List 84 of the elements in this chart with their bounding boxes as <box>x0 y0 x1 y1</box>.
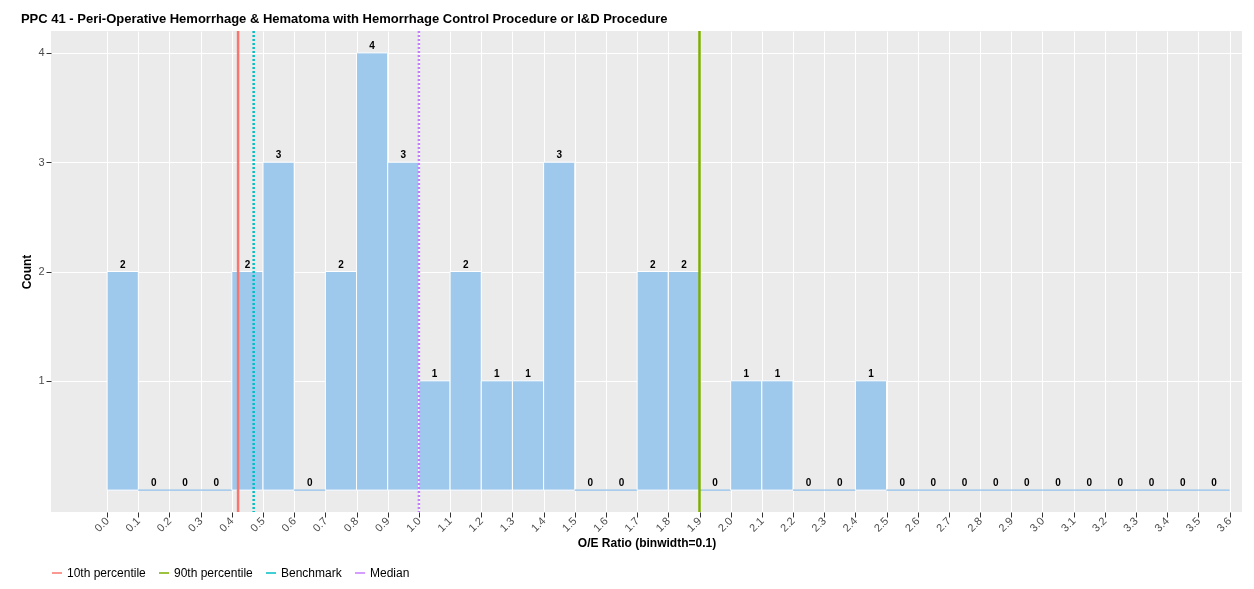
x-tick-label: 2.6 <box>902 514 922 534</box>
x-tick-label: 0.1 <box>123 514 143 534</box>
data-label: 2 <box>338 258 345 270</box>
legend-label: 10th percentile <box>67 566 147 580</box>
data-label: 0 <box>1086 477 1093 489</box>
x-tick-label: 1.0 <box>403 514 423 534</box>
data-label: 1 <box>431 367 438 379</box>
x-tick-label: 0.5 <box>247 514 268 534</box>
x-tick-label: 3.2 <box>1089 514 1109 534</box>
x-tick-label: 3.3 <box>1120 514 1141 534</box>
data-label: 0 <box>712 477 719 489</box>
y-axis-title: Count <box>20 254 35 290</box>
x-tick-label: 1.2 <box>465 514 486 534</box>
y-tick-label: 3 <box>38 155 45 168</box>
data-label: 0 <box>961 477 968 489</box>
x-tick-label: 0.6 <box>278 514 299 534</box>
x-tick-label: 3.6 <box>1214 514 1234 534</box>
x-tick-label: 3.1 <box>1058 514 1078 534</box>
data-label: 0 <box>1024 477 1031 489</box>
legend-label: 90th percentile <box>174 566 254 580</box>
x-tick-label: 0.7 <box>310 514 330 534</box>
x-tick-label: 2.0 <box>715 514 735 534</box>
data-label: 2 <box>119 258 126 270</box>
data-label: 0 <box>1055 477 1062 489</box>
x-axis-title: O/E Ratio (binwidth=0.1) <box>577 535 717 550</box>
data-label: 3 <box>275 149 282 161</box>
data-label: 0 <box>992 477 999 489</box>
x-tick-label: 2.4 <box>840 514 860 534</box>
data-label: 1 <box>868 367 875 379</box>
data-label: 3 <box>400 149 407 161</box>
y-tick-label: 1 <box>38 374 45 387</box>
data-label: 0 <box>151 477 158 489</box>
x-tick-label: 0.0 <box>91 514 112 534</box>
x-tick-label: 0.4 <box>216 514 236 534</box>
data-label: 0 <box>1211 477 1218 489</box>
data-label: 0 <box>837 477 844 489</box>
data-label: 1 <box>494 367 501 379</box>
data-label: 1 <box>743 367 750 379</box>
legend-label: Median <box>370 566 410 580</box>
x-tick-label: 2.3 <box>808 514 829 534</box>
x-tick-label: 3.4 <box>1151 514 1172 534</box>
data-label: 0 <box>307 477 313 489</box>
x-tick-label: 2.1 <box>746 514 766 534</box>
x-tick-label: 1.3 <box>497 514 517 534</box>
x-tick-label: 1.7 <box>621 514 642 534</box>
data-label: 0 <box>587 477 594 489</box>
y-tick-label: 2 <box>38 265 45 277</box>
x-tick-label: 2.7 <box>933 514 953 534</box>
data-label: 4 <box>369 39 376 51</box>
data-label: 0 <box>1148 477 1155 489</box>
x-tick-label: 3.0 <box>1027 514 1047 534</box>
data-label: 2 <box>681 258 688 270</box>
x-tick-label: 3.5 <box>1183 514 1203 534</box>
x-tick-label: 1.9 <box>684 514 704 534</box>
data-label: 1 <box>774 367 781 379</box>
data-label: 0 <box>213 477 220 489</box>
data-label: 0 <box>805 477 812 489</box>
x-tick-label: 1.1 <box>434 514 455 534</box>
y-tick-label: 4 <box>38 46 45 59</box>
x-tick-label: 2.8 <box>964 514 985 534</box>
data-label: 2 <box>649 258 656 270</box>
data-label: 1 <box>525 367 532 379</box>
x-tick-label: 1.8 <box>653 514 673 534</box>
data-label: 2 <box>244 258 251 270</box>
x-tick-label: 2.5 <box>871 514 891 534</box>
x-tick-label: 1.5 <box>559 514 579 534</box>
x-tick-label: 1.6 <box>590 514 610 534</box>
data-label: 0 <box>1117 477 1124 489</box>
x-tick-label: 1.4 <box>528 514 548 534</box>
chart-title: PPC 41 - Peri-Operative Hemorrhage & Hematoma with Hemorrhage Control Procedure or I&D Procedure <box>20 10 668 26</box>
data-label: 0 <box>182 477 189 489</box>
legend-label: Benchmark <box>281 566 343 580</box>
x-tick-label: 0.9 <box>372 514 392 534</box>
x-tick-label: 0.8 <box>341 514 361 534</box>
data-label: 2 <box>462 258 469 270</box>
data-label: 0 <box>618 477 625 489</box>
x-tick-label: 2.2 <box>777 514 798 534</box>
x-tick-label: 2.9 <box>996 514 1016 534</box>
data-label: 3 <box>556 149 563 161</box>
x-tick-label: 0.2 <box>154 514 174 534</box>
data-label: 0 <box>1179 477 1186 489</box>
x-tick-label: 0.3 <box>185 514 205 534</box>
data-label: 0 <box>899 477 906 489</box>
data-label: 0 <box>930 477 937 489</box>
